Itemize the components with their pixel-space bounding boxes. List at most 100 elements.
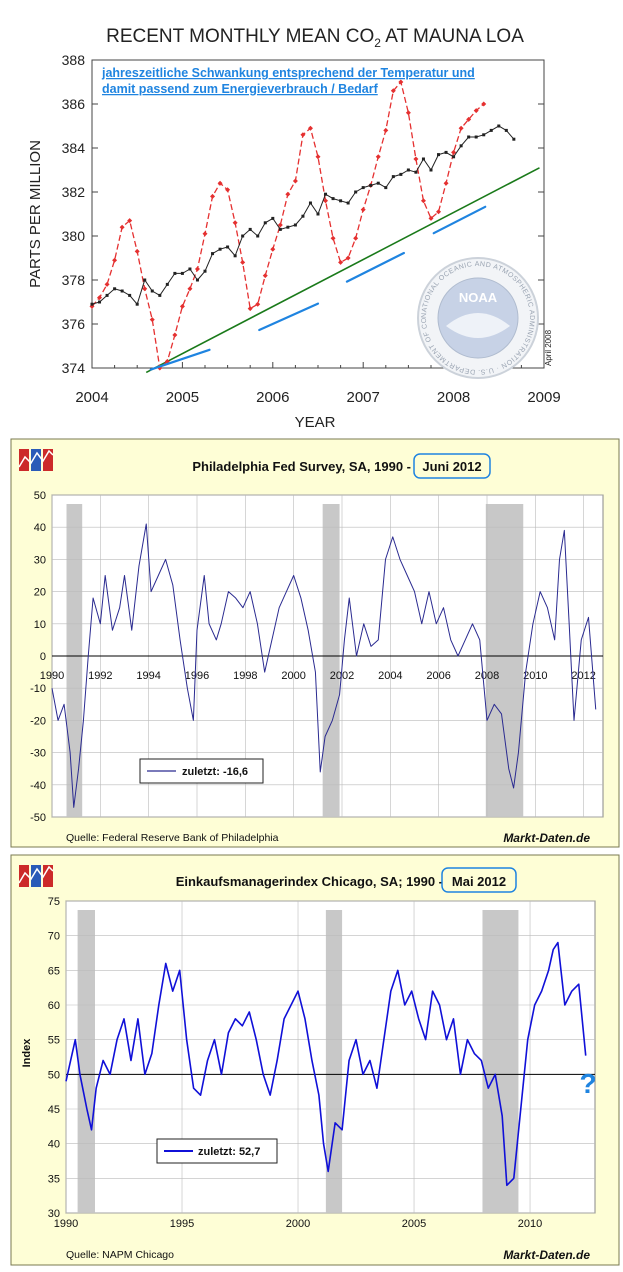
co2-y-tick-label: 388 xyxy=(62,52,86,68)
phil-logo-icon xyxy=(18,449,54,471)
co2-trend-point xyxy=(158,293,162,297)
co2-x-ticks: 2004 2005 2006 2007 2008 2009 xyxy=(75,362,561,406)
co2-x-tick-label: 2007 xyxy=(347,389,380,406)
co2-trend-point xyxy=(391,175,395,179)
co2-monthly-mean-point xyxy=(383,127,389,133)
chi-title-highlight-box xyxy=(441,867,517,893)
co2-monthly-mean-point xyxy=(255,301,261,307)
co2-trend-point xyxy=(444,150,448,154)
co2-annotation-mark xyxy=(149,348,211,371)
phil-x-tick-label: 2006 xyxy=(426,670,450,682)
chi-y-tick-label: 70 xyxy=(48,931,60,943)
phil-legend: zuletzt: -16,6 xyxy=(139,758,264,784)
co2-y-tick-label: 374 xyxy=(62,360,86,376)
co2-trend-point xyxy=(211,252,215,256)
chi-x-tick-label: 2010 xyxy=(518,1218,542,1230)
phil-x-tick-label: 2004 xyxy=(378,670,402,682)
co2-monthly-mean-point xyxy=(179,303,185,309)
co2-trend-point xyxy=(203,269,207,273)
co2-trend-point xyxy=(128,293,132,297)
chi-brand: Markt-Daten.de xyxy=(503,1248,590,1262)
co2-monthly-mean-point xyxy=(119,224,125,230)
chi-y-tick-label: 55 xyxy=(48,1035,60,1047)
phil-x-tick-label: 2008 xyxy=(475,670,499,682)
co2-trend-point xyxy=(98,300,102,304)
co2-monthly-mean-point xyxy=(292,178,298,184)
co2-monthly-mean-point xyxy=(375,154,381,160)
co2-y-tick-label: 386 xyxy=(62,96,86,112)
phil-title-highlight: Juni 2012 xyxy=(422,459,481,474)
co2-monthly-mean-point xyxy=(405,110,411,116)
co2-trend-point xyxy=(421,157,425,161)
co2-trend-point xyxy=(286,225,290,229)
co2-trend-point xyxy=(467,135,471,139)
co2-x-tick-label: 2005 xyxy=(166,389,199,406)
co2-trend-point xyxy=(452,155,456,159)
co2-monthly-mean-point xyxy=(187,286,193,292)
co2-trend-point xyxy=(293,223,297,227)
co2-trend-point xyxy=(339,199,343,203)
chi-recession-band xyxy=(77,910,96,1213)
co2-y-tick-label: 378 xyxy=(62,272,86,288)
co2-monthly-mean-point xyxy=(481,101,487,107)
chi-y-axis-label: Index xyxy=(21,1038,33,1068)
co2-x-tick-label: 2009 xyxy=(527,389,560,406)
co2-monthly-mean-point xyxy=(451,149,457,155)
co2-trend-point xyxy=(308,201,312,205)
co2-monthly-mean-point xyxy=(142,286,148,292)
co2-x-tick-label: 2004 xyxy=(75,389,108,406)
philadelphia-chart: Philadelphia Fed Survey, SA, 1990 - Juni… xyxy=(10,438,620,848)
phil-brand: Markt-Daten.de xyxy=(503,831,590,845)
co2-y-axis-label: PARTS PER MILLION xyxy=(27,140,44,288)
co2-trend-point xyxy=(248,227,252,231)
chi-title: Einkaufsmanagerindex Chicago, SA; 1990 - xyxy=(176,874,443,889)
co2-monthly-mean-point xyxy=(307,125,313,131)
co2-trend-point xyxy=(271,216,275,220)
co2-annotation-mark xyxy=(345,251,405,283)
co2-trend-point xyxy=(256,234,260,238)
co2-monthly-mean-point xyxy=(277,222,283,228)
co2-chart: RECENT MONTHLY MEAN CO2 AT MAUNA LOA 374… xyxy=(0,0,561,431)
co2-trend-point xyxy=(474,135,478,139)
co2-monthly-mean-point xyxy=(420,198,426,204)
co2-monthly-mean-point xyxy=(194,266,200,272)
co2-annotation-mark xyxy=(258,302,320,332)
co2-monthly-mean-point xyxy=(390,88,396,94)
co2-trend-point xyxy=(331,197,335,201)
co2-annotation-marks xyxy=(149,205,487,371)
co2-monthly-mean-point xyxy=(172,332,178,338)
co2-x-tick-label: 2006 xyxy=(256,389,289,406)
phil-recession-band xyxy=(322,504,340,817)
co2-trend-point xyxy=(512,137,516,141)
co2-monthly-mean-point xyxy=(428,215,434,221)
noaa-logo-text: NOAA xyxy=(459,290,498,305)
co2-monthly-mean-point xyxy=(315,154,321,160)
phil-x-tick-label: 2012 xyxy=(571,670,595,682)
phil-x-tick-label: 2010 xyxy=(523,670,547,682)
phil-title-highlight-box xyxy=(413,453,491,479)
co2-trend-point xyxy=(301,214,305,218)
co2-trend-point xyxy=(361,186,365,190)
co2-trend-point xyxy=(143,278,147,282)
co2-trend-point xyxy=(316,212,320,216)
co2-trend-point xyxy=(504,128,508,132)
co2-monthly-mean-point xyxy=(443,180,449,186)
co2-trend-point xyxy=(263,221,267,225)
chi-question-mark: ? xyxy=(579,1068,596,1099)
co2-trend-point xyxy=(489,128,493,132)
co2-trend-point xyxy=(90,302,94,306)
co2-monthly-mean-point xyxy=(240,259,246,265)
chi-source: Quelle: NAPM Chicago xyxy=(66,1249,174,1261)
chi-y-tick-label: 30 xyxy=(48,1208,60,1220)
co2-trend-point xyxy=(113,287,117,291)
co2-trend-point xyxy=(120,289,124,293)
co2-monthly-mean-point xyxy=(127,218,133,224)
chi-x-tick-label: 1995 xyxy=(170,1218,194,1230)
co2-monthly-mean-point xyxy=(338,259,344,265)
co2-monthly-mean-point xyxy=(360,207,366,213)
co2-monthly-mean-point xyxy=(458,125,464,131)
co2-trend-point xyxy=(354,190,358,194)
phil-x-tick-label: 1996 xyxy=(185,670,209,682)
phil-y-tick-label: 10 xyxy=(34,619,46,631)
